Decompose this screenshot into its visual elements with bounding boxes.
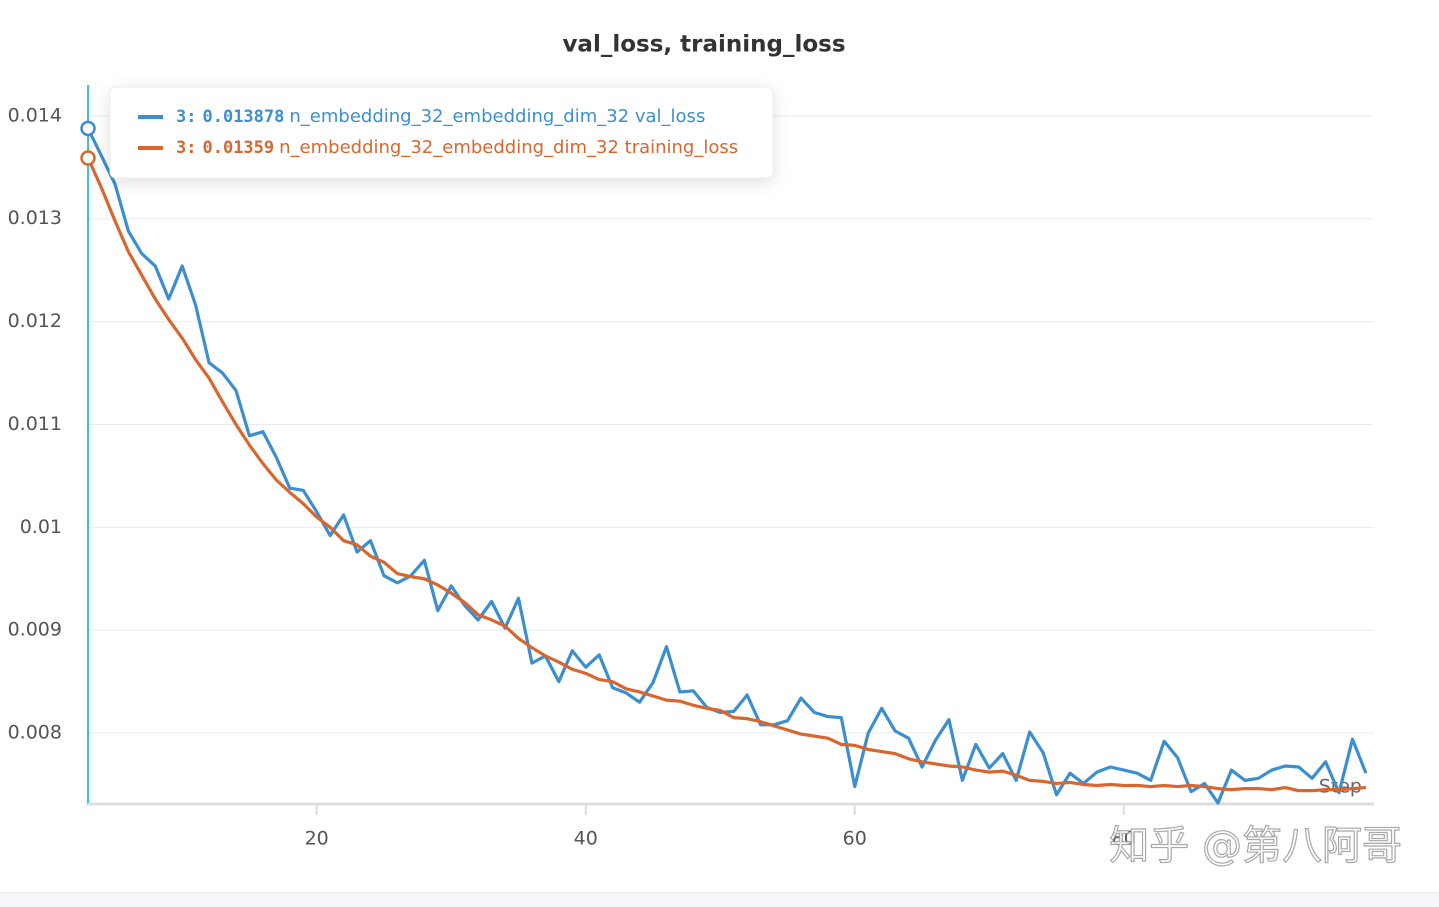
series-line xyxy=(86,127,1368,805)
y-tick-label: 0.009 xyxy=(8,619,62,641)
y-tick-label: 0.013 xyxy=(8,207,62,229)
legend-entry: 3: 0.013878 n_embedding_32_embedding_dim_3… xyxy=(176,106,705,127)
legend-name: n_embedding_32_embedding_dim_32 val_loss xyxy=(289,106,705,127)
series-line xyxy=(86,157,1367,793)
y-tick-label: 0.012 xyxy=(8,310,62,332)
legend-step: 3: xyxy=(176,107,196,127)
legend-entry: 3: 0.01359 n_embedding_32_embedding_dim_32… xyxy=(176,137,738,158)
y-tick-label: 0.011 xyxy=(8,413,62,435)
hover-point xyxy=(80,120,96,137)
footer-strip xyxy=(0,893,1439,907)
legend-name: n_embedding_32_embedding_dim_32 training… xyxy=(279,137,738,158)
legend-step: 3: xyxy=(176,138,196,158)
legend-value: 0.013878 xyxy=(202,107,284,127)
y-tick-label: 0.014 xyxy=(8,104,62,126)
y-tick-label: 0.01 xyxy=(20,516,62,538)
watermark: 知乎 @第八阿哥 xyxy=(1109,823,1402,869)
x-tick-label: 80 xyxy=(1112,828,1136,850)
y-tick-label: 0.008 xyxy=(8,722,62,744)
x-tick-label: 60 xyxy=(843,828,867,850)
chart-title: val_loss, training_loss xyxy=(562,32,845,58)
legend-value: 0.01359 xyxy=(202,138,274,158)
legend-box xyxy=(109,86,774,179)
x-tick-label: 20 xyxy=(305,828,329,850)
x-tick-label: 40 xyxy=(574,828,598,850)
hover-point xyxy=(80,150,96,166)
